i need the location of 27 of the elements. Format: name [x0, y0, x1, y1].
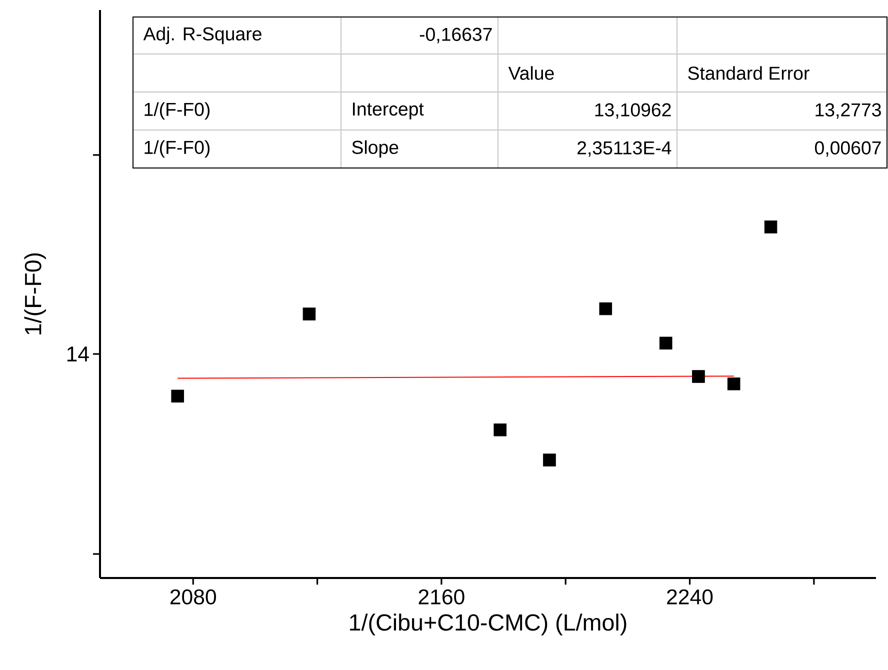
x-tick-label: 2160: [418, 589, 464, 604]
text: 1/(F-F0): [144, 102, 210, 120]
point: [659, 336, 672, 350]
text: 2,35113E-4: [578, 141, 672, 157]
text: Intercept: [352, 102, 424, 120]
x-tick-label: 2080: [170, 589, 216, 604]
point: [599, 302, 612, 316]
x-tick-label: 2240: [667, 589, 713, 604]
point: [494, 423, 507, 436]
point: [764, 220, 778, 234]
text: 0,00607: [814, 141, 881, 157]
text: 13,10962: [595, 103, 671, 119]
y-axis-title: 1/(F-F0): [24, 253, 46, 334]
text: 14: [67, 346, 89, 362]
point: [302, 308, 316, 320]
x-axis-title: 1/(Cibu+C10-CMC) (L/mol): [350, 614, 626, 636]
text: 13,2773: [816, 103, 881, 119]
point: [727, 377, 740, 390]
point: [692, 370, 705, 383]
text: Slope: [352, 140, 398, 158]
text: -0,16637: [420, 28, 492, 44]
text: Value: [508, 66, 554, 80]
text: Adj. R-Square: [143, 26, 262, 44]
text: 1/(F-F0): [144, 140, 210, 158]
text: Standard Error: [688, 66, 810, 80]
point: [543, 454, 556, 466]
point: [171, 390, 184, 403]
